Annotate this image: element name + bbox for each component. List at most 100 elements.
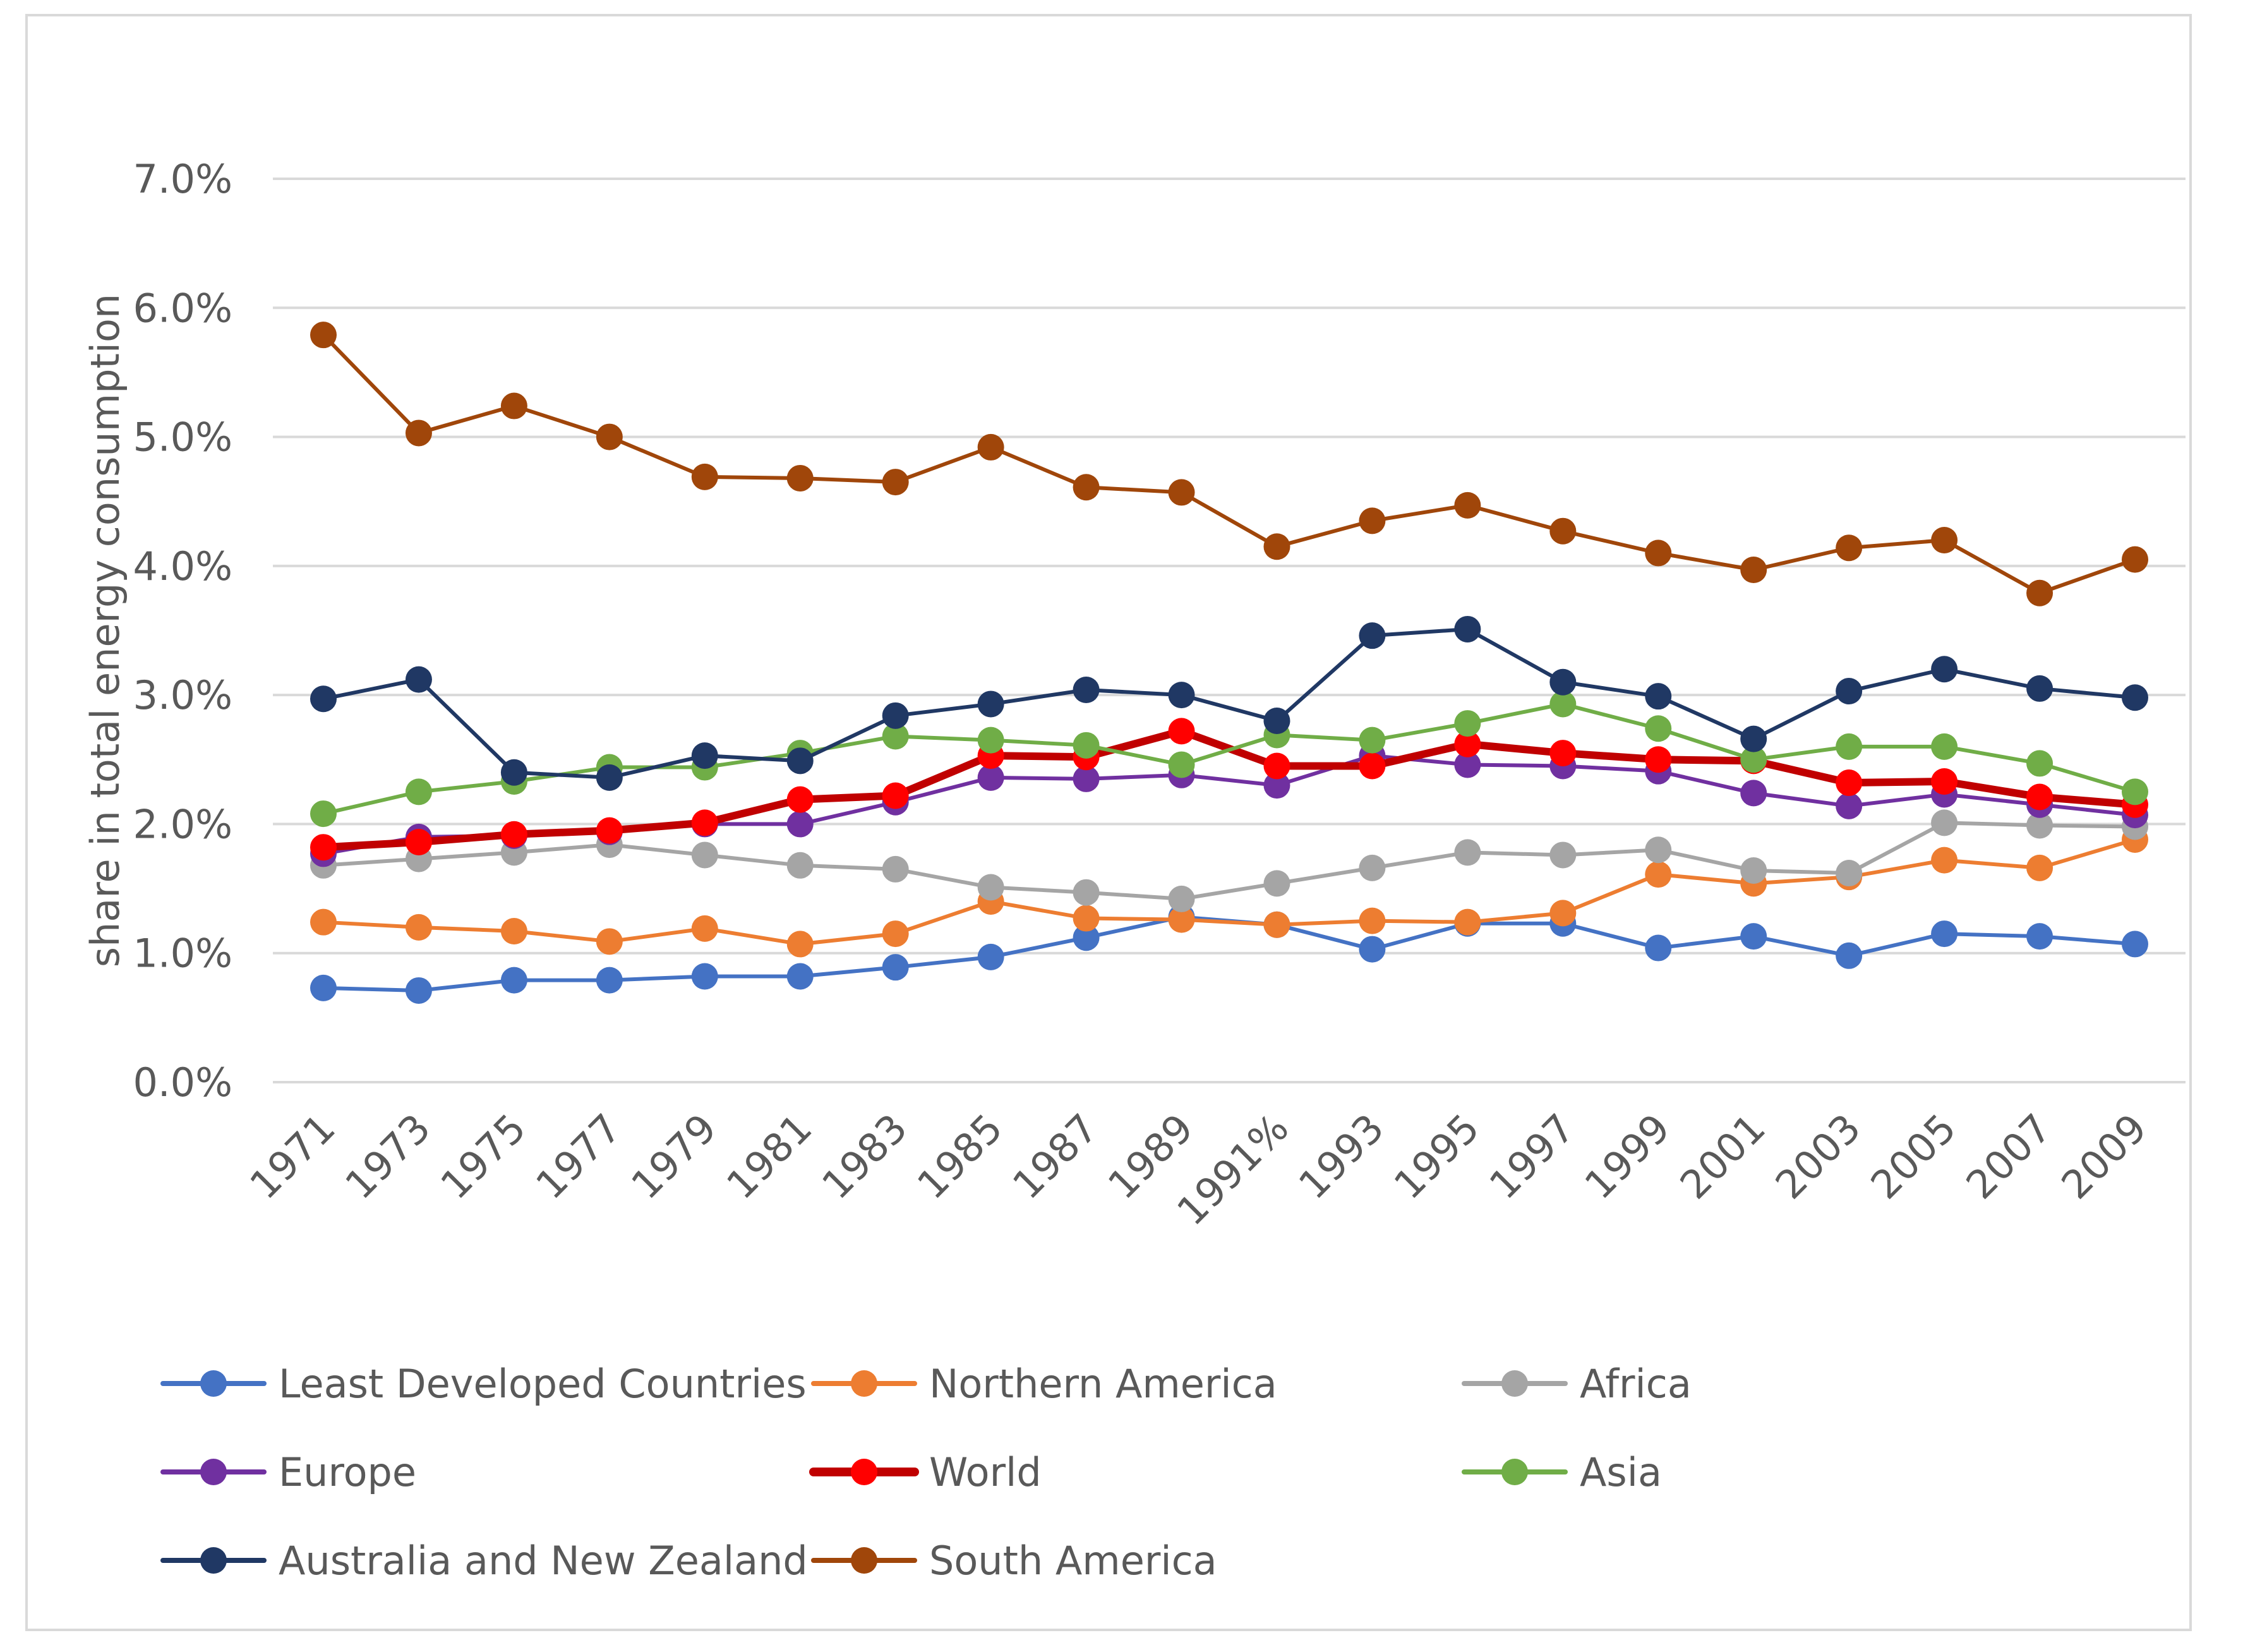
legend-item: World — [809, 1449, 1042, 1495]
data-point — [1168, 682, 1195, 709]
legend-item: Europe — [160, 1449, 416, 1495]
data-point — [596, 817, 623, 844]
data-point — [1359, 907, 1386, 934]
data-point — [500, 759, 527, 786]
data-point — [1931, 768, 1958, 795]
data-point — [1836, 733, 1863, 760]
data-point — [2122, 778, 2148, 805]
data-point — [405, 666, 432, 693]
legend-item: Africa — [1462, 1361, 1692, 1407]
data-point — [1454, 839, 1481, 866]
data-point — [1359, 622, 1386, 649]
legend: Least Developed Countries Northern Americ… — [160, 1361, 1692, 1584]
data-point — [1645, 715, 1672, 742]
data-point — [1263, 533, 1290, 560]
data-point — [1359, 854, 1386, 881]
data-point — [1931, 920, 1958, 948]
data-point — [691, 963, 718, 990]
data-point — [1740, 780, 1767, 807]
y-tick-label: 1.0% — [133, 931, 232, 977]
data-point — [1263, 911, 1290, 938]
data-point — [310, 908, 337, 936]
data-point — [786, 747, 814, 775]
data-point — [691, 841, 718, 869]
data-point — [1740, 725, 1767, 752]
y-tick-label: 0.0% — [133, 1059, 232, 1106]
data-point — [1359, 507, 1386, 534]
data-point — [1073, 474, 1100, 501]
data-point — [786, 786, 814, 813]
data-point — [1549, 900, 1577, 927]
data-point — [1263, 752, 1290, 780]
data-point — [1645, 861, 1672, 888]
data-point — [1359, 936, 1386, 963]
legend-swatch-marker — [1501, 1370, 1528, 1397]
x-tick-label: 2001 — [1671, 1105, 1774, 1208]
data-point — [1549, 841, 1577, 869]
data-point — [1549, 668, 1577, 696]
chart-frame — [25, 14, 2192, 1631]
data-point — [1836, 678, 1863, 705]
data-point — [1740, 556, 1767, 583]
legend-item: Northern America — [811, 1361, 1277, 1407]
data-point — [1740, 857, 1767, 884]
series-asia — [310, 690, 2148, 828]
data-point — [2026, 812, 2054, 839]
data-point — [1740, 923, 1767, 950]
data-point — [596, 764, 623, 791]
data-point — [1645, 836, 1672, 864]
data-point — [1931, 527, 1958, 553]
data-point — [1168, 718, 1195, 745]
data-point — [310, 800, 337, 828]
data-point — [691, 742, 718, 769]
legend-item: Australia and New Zealand — [160, 1538, 808, 1584]
data-point — [500, 967, 527, 994]
data-point — [2122, 546, 2148, 573]
data-point — [2026, 783, 2054, 811]
data-point — [882, 920, 909, 948]
data-point — [1454, 710, 1481, 737]
data-point — [2026, 750, 2054, 777]
x-tick-label: 1973 — [336, 1105, 439, 1208]
series-line — [322, 627, 2137, 780]
data-point — [882, 782, 909, 809]
data-point — [310, 322, 337, 349]
x-tick-label: 1977 — [527, 1105, 630, 1208]
data-point — [2122, 684, 2148, 711]
gridlines — [273, 178, 2186, 1083]
y-tick-label: 6.0% — [133, 285, 232, 331]
data-point — [500, 917, 527, 944]
x-tick-label: 2007 — [1957, 1105, 2060, 1208]
data-point — [405, 778, 432, 805]
data-point — [1454, 730, 1481, 757]
data-point — [2026, 923, 2054, 950]
data-point — [2026, 675, 2054, 702]
data-point — [1454, 751, 1481, 778]
data-point — [596, 423, 623, 450]
legend-swatch-marker — [200, 1370, 227, 1397]
series-world — [310, 718, 2148, 861]
data-point — [1740, 746, 1767, 773]
data-point — [1263, 870, 1290, 897]
data-point — [1549, 690, 1577, 718]
y-tick-label: 7.0% — [133, 156, 232, 202]
legend-swatch-marker — [200, 1459, 227, 1485]
data-point — [405, 419, 432, 447]
data-point — [882, 469, 909, 496]
series-northern-america — [310, 826, 2148, 958]
series-lines — [310, 322, 2148, 1004]
data-point — [882, 954, 909, 981]
legend-swatch-marker — [851, 1370, 877, 1397]
data-point — [1073, 905, 1100, 932]
data-point — [977, 874, 1004, 901]
data-point — [1168, 906, 1195, 933]
data-point — [310, 834, 337, 861]
data-point — [1454, 491, 1481, 519]
x-tick-label: 1987 — [1004, 1105, 1107, 1208]
data-point — [1263, 708, 1290, 734]
data-point — [1073, 732, 1100, 759]
data-point — [1931, 847, 1958, 874]
data-point — [310, 685, 337, 713]
data-point — [1836, 792, 1863, 819]
